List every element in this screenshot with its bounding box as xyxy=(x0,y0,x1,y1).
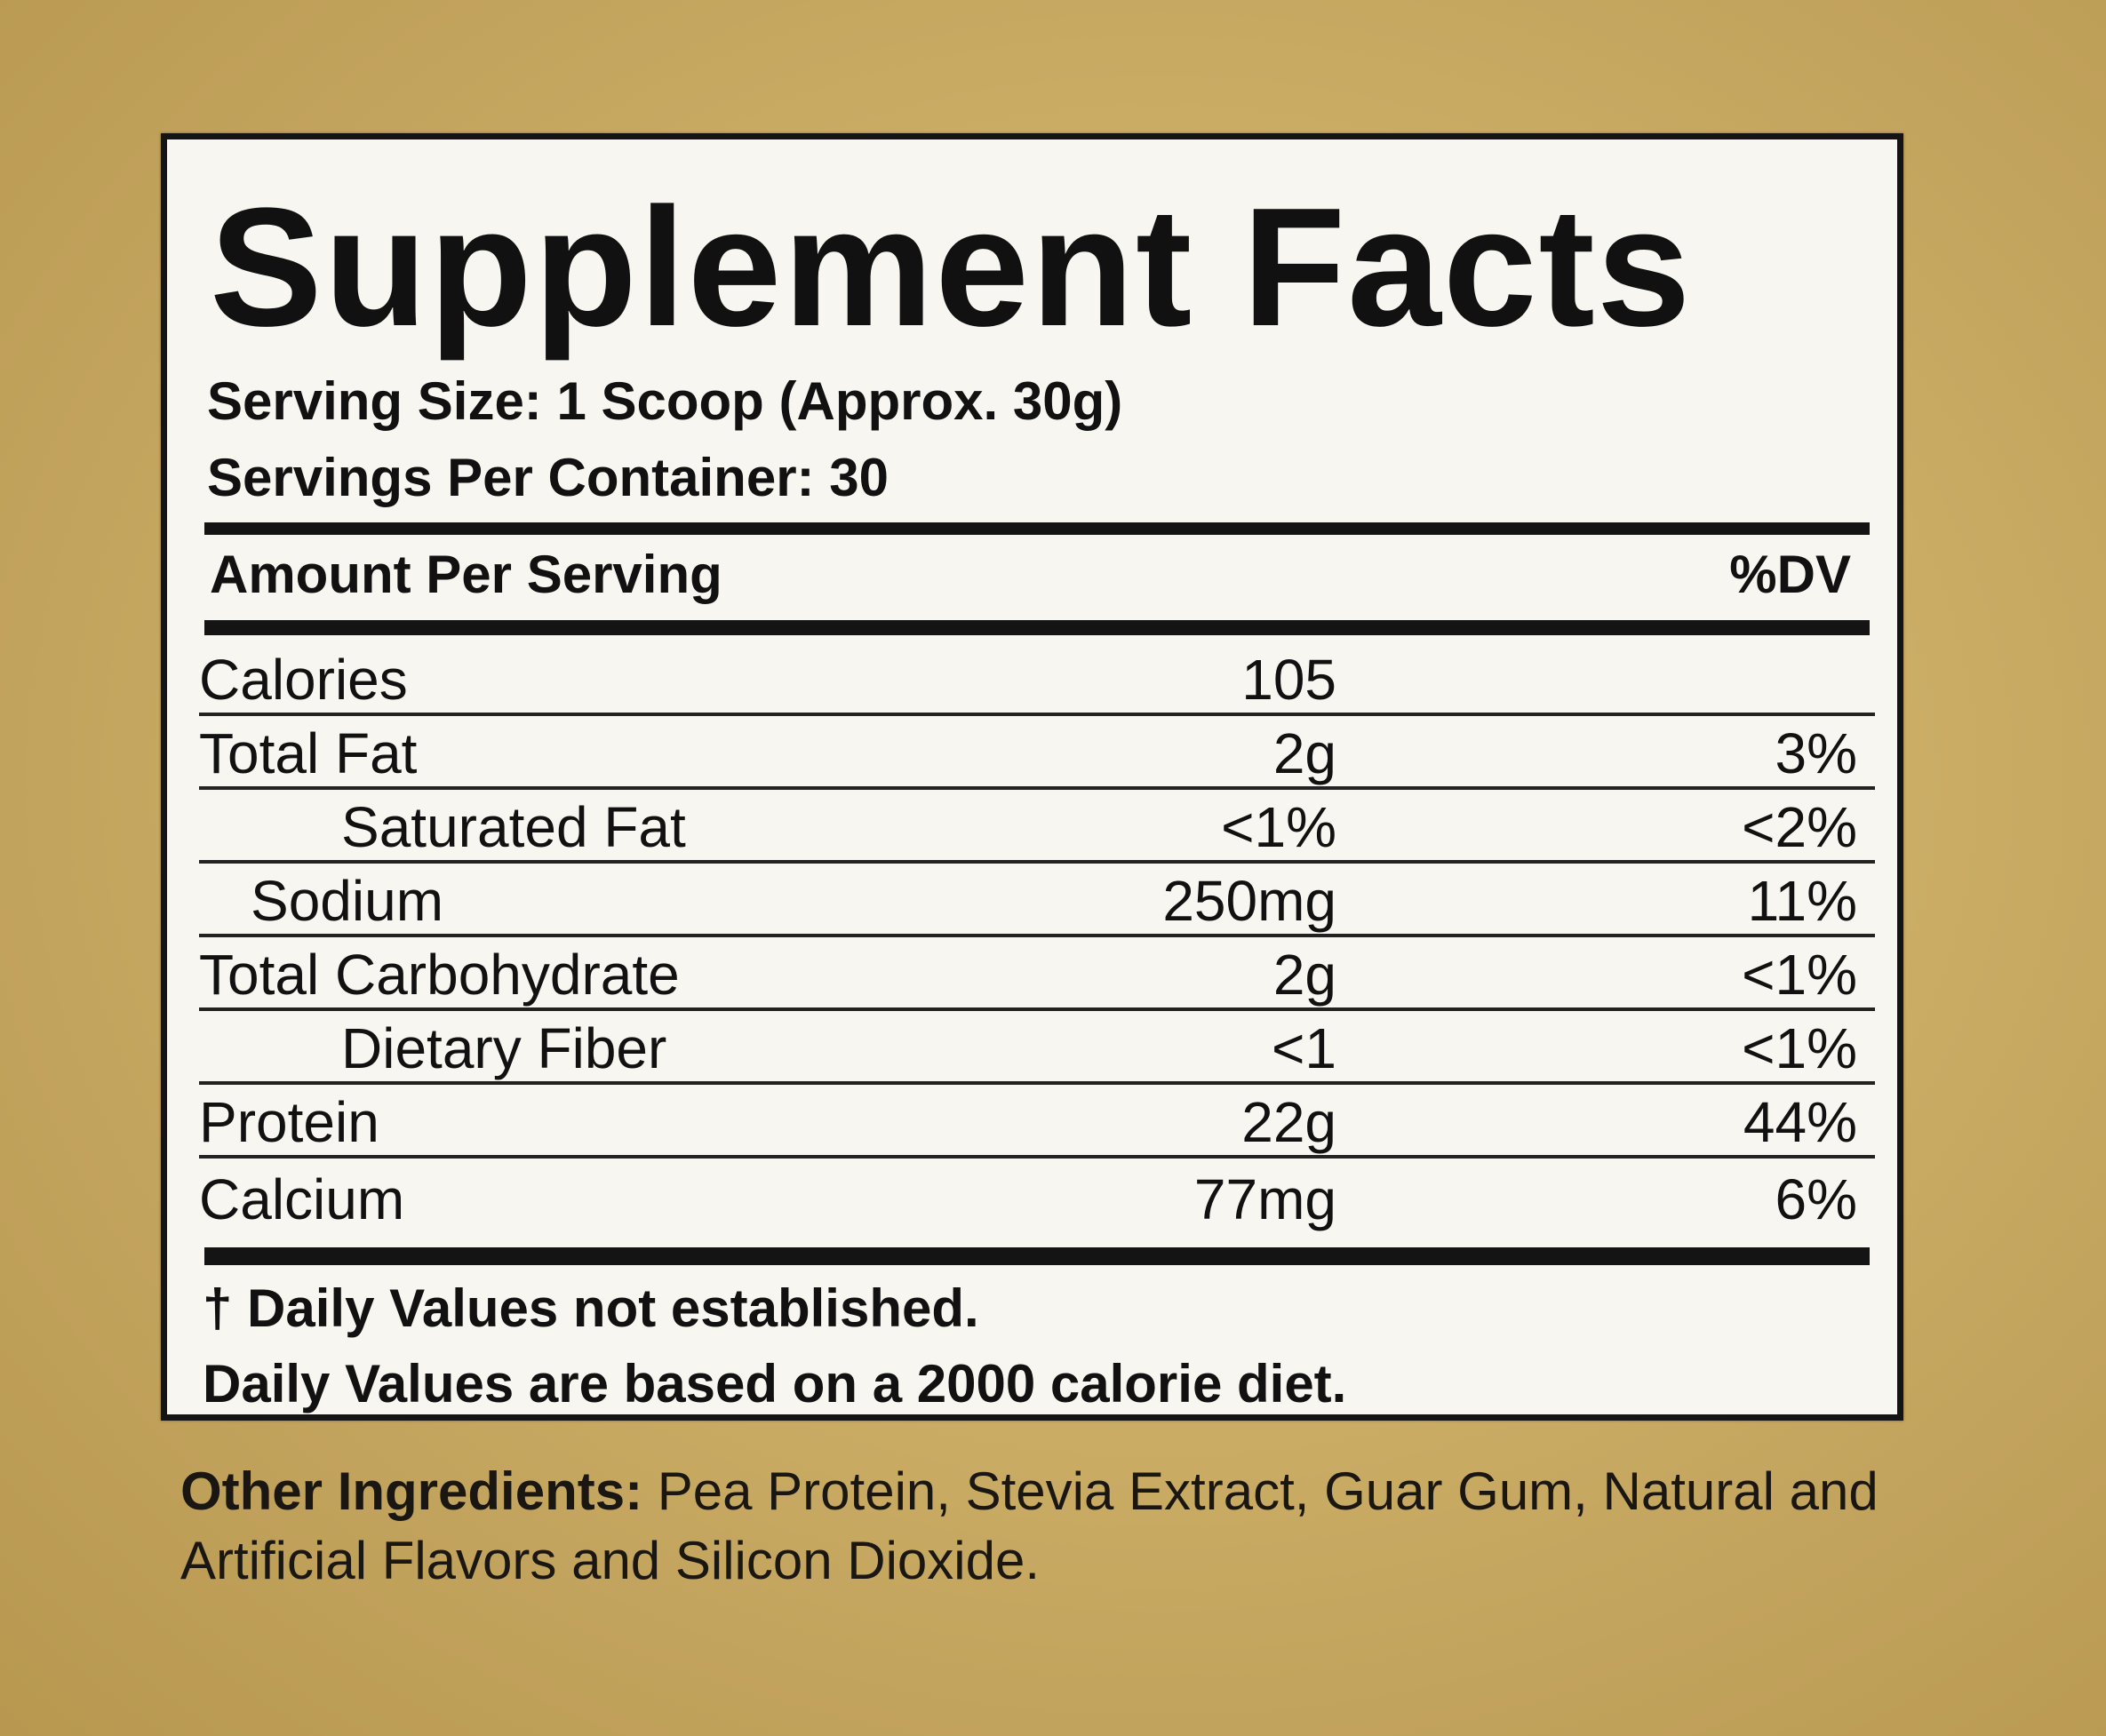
nutrient-amount: <1% xyxy=(1221,795,1336,859)
nutrient-name: Total Carbohydrate xyxy=(199,943,680,1007)
nutrient-row-total-fat: Total Fat 2g 3% xyxy=(199,716,1875,790)
nutrient-amount: 105 xyxy=(1241,648,1336,712)
nutrient-amount: <1 xyxy=(1272,1016,1336,1080)
nutrient-name: Total Fat xyxy=(199,721,418,785)
nutrient-dv: 44% xyxy=(1743,1090,1857,1154)
nutrient-name: Calcium xyxy=(199,1167,405,1231)
nutrient-amount: 22g xyxy=(1241,1090,1336,1154)
serving-size: Serving Size: 1 Scoop (Approx. 30g) xyxy=(207,371,1123,431)
nutrient-dv: <1% xyxy=(1742,943,1857,1007)
nutrient-dv: <1% xyxy=(1742,1016,1857,1080)
nutrient-dv: 3% xyxy=(1775,721,1858,785)
nutrient-name: Saturated Fat xyxy=(341,795,686,859)
nutrient-name: Protein xyxy=(199,1090,379,1154)
panel-title: Supplement Facts xyxy=(210,173,1693,362)
nutrient-amount: 250mg xyxy=(1162,869,1336,933)
thick-divider-top xyxy=(204,522,1870,535)
nutrient-dv: 6% xyxy=(1775,1167,1858,1231)
nutrient-amount: 2g xyxy=(1272,721,1336,785)
servings-per-container: Servings Per Container: 30 xyxy=(207,448,889,507)
footnote-daily-values-basis: Daily Values are based on a 2000 calorie… xyxy=(203,1354,1347,1413)
nutrient-row-calories: Calories 105 xyxy=(199,642,1875,716)
nutrient-table: Calories 105 Total Fat 2g 3% Saturated F… xyxy=(199,642,1875,1232)
nutrient-name: Calories xyxy=(199,648,408,712)
nutrient-amount: 77mg xyxy=(1193,1167,1336,1231)
nutrient-row-protein: Protein 22g 44% xyxy=(199,1085,1875,1159)
nutrient-name: Sodium xyxy=(251,869,443,933)
nutrient-dv: <2% xyxy=(1742,795,1857,859)
other-ingredients-list: Pea Protein, Stevia Extract, Guar Gum, N… xyxy=(180,1461,1879,1590)
other-ingredients: Other Ingredients: Pea Protein, Stevia E… xyxy=(180,1457,1958,1596)
nutrient-row-calcium: Calcium 77mg 6% xyxy=(199,1159,1875,1232)
footnote-daily-values-not-established: † Daily Values not established. xyxy=(203,1278,979,1338)
nutrient-name: Dietary Fiber xyxy=(341,1016,667,1080)
nutrient-row-total-carbohydrate: Total Carbohydrate 2g <1% xyxy=(199,937,1875,1011)
nutrient-row-sodium: Sodium 250mg 11% xyxy=(199,864,1875,937)
daily-value-header: %DV xyxy=(1729,545,1851,604)
supplement-facts-panel: Supplement Facts Serving Size: 1 Scoop (… xyxy=(161,133,1903,1421)
amount-per-serving-header: Amount Per Serving xyxy=(210,545,722,604)
nutrient-dv: 11% xyxy=(1747,869,1857,933)
nutrient-row-dietary-fiber: Dietary Fiber <1 <1% xyxy=(199,1011,1875,1085)
other-ingredients-label: Other Ingredients: xyxy=(180,1461,643,1521)
thick-divider-bottom xyxy=(204,1247,1870,1265)
thick-divider-middle xyxy=(204,620,1870,635)
nutrient-amount: 2g xyxy=(1272,943,1336,1007)
nutrient-row-saturated-fat: Saturated Fat <1% <2% xyxy=(199,790,1875,864)
